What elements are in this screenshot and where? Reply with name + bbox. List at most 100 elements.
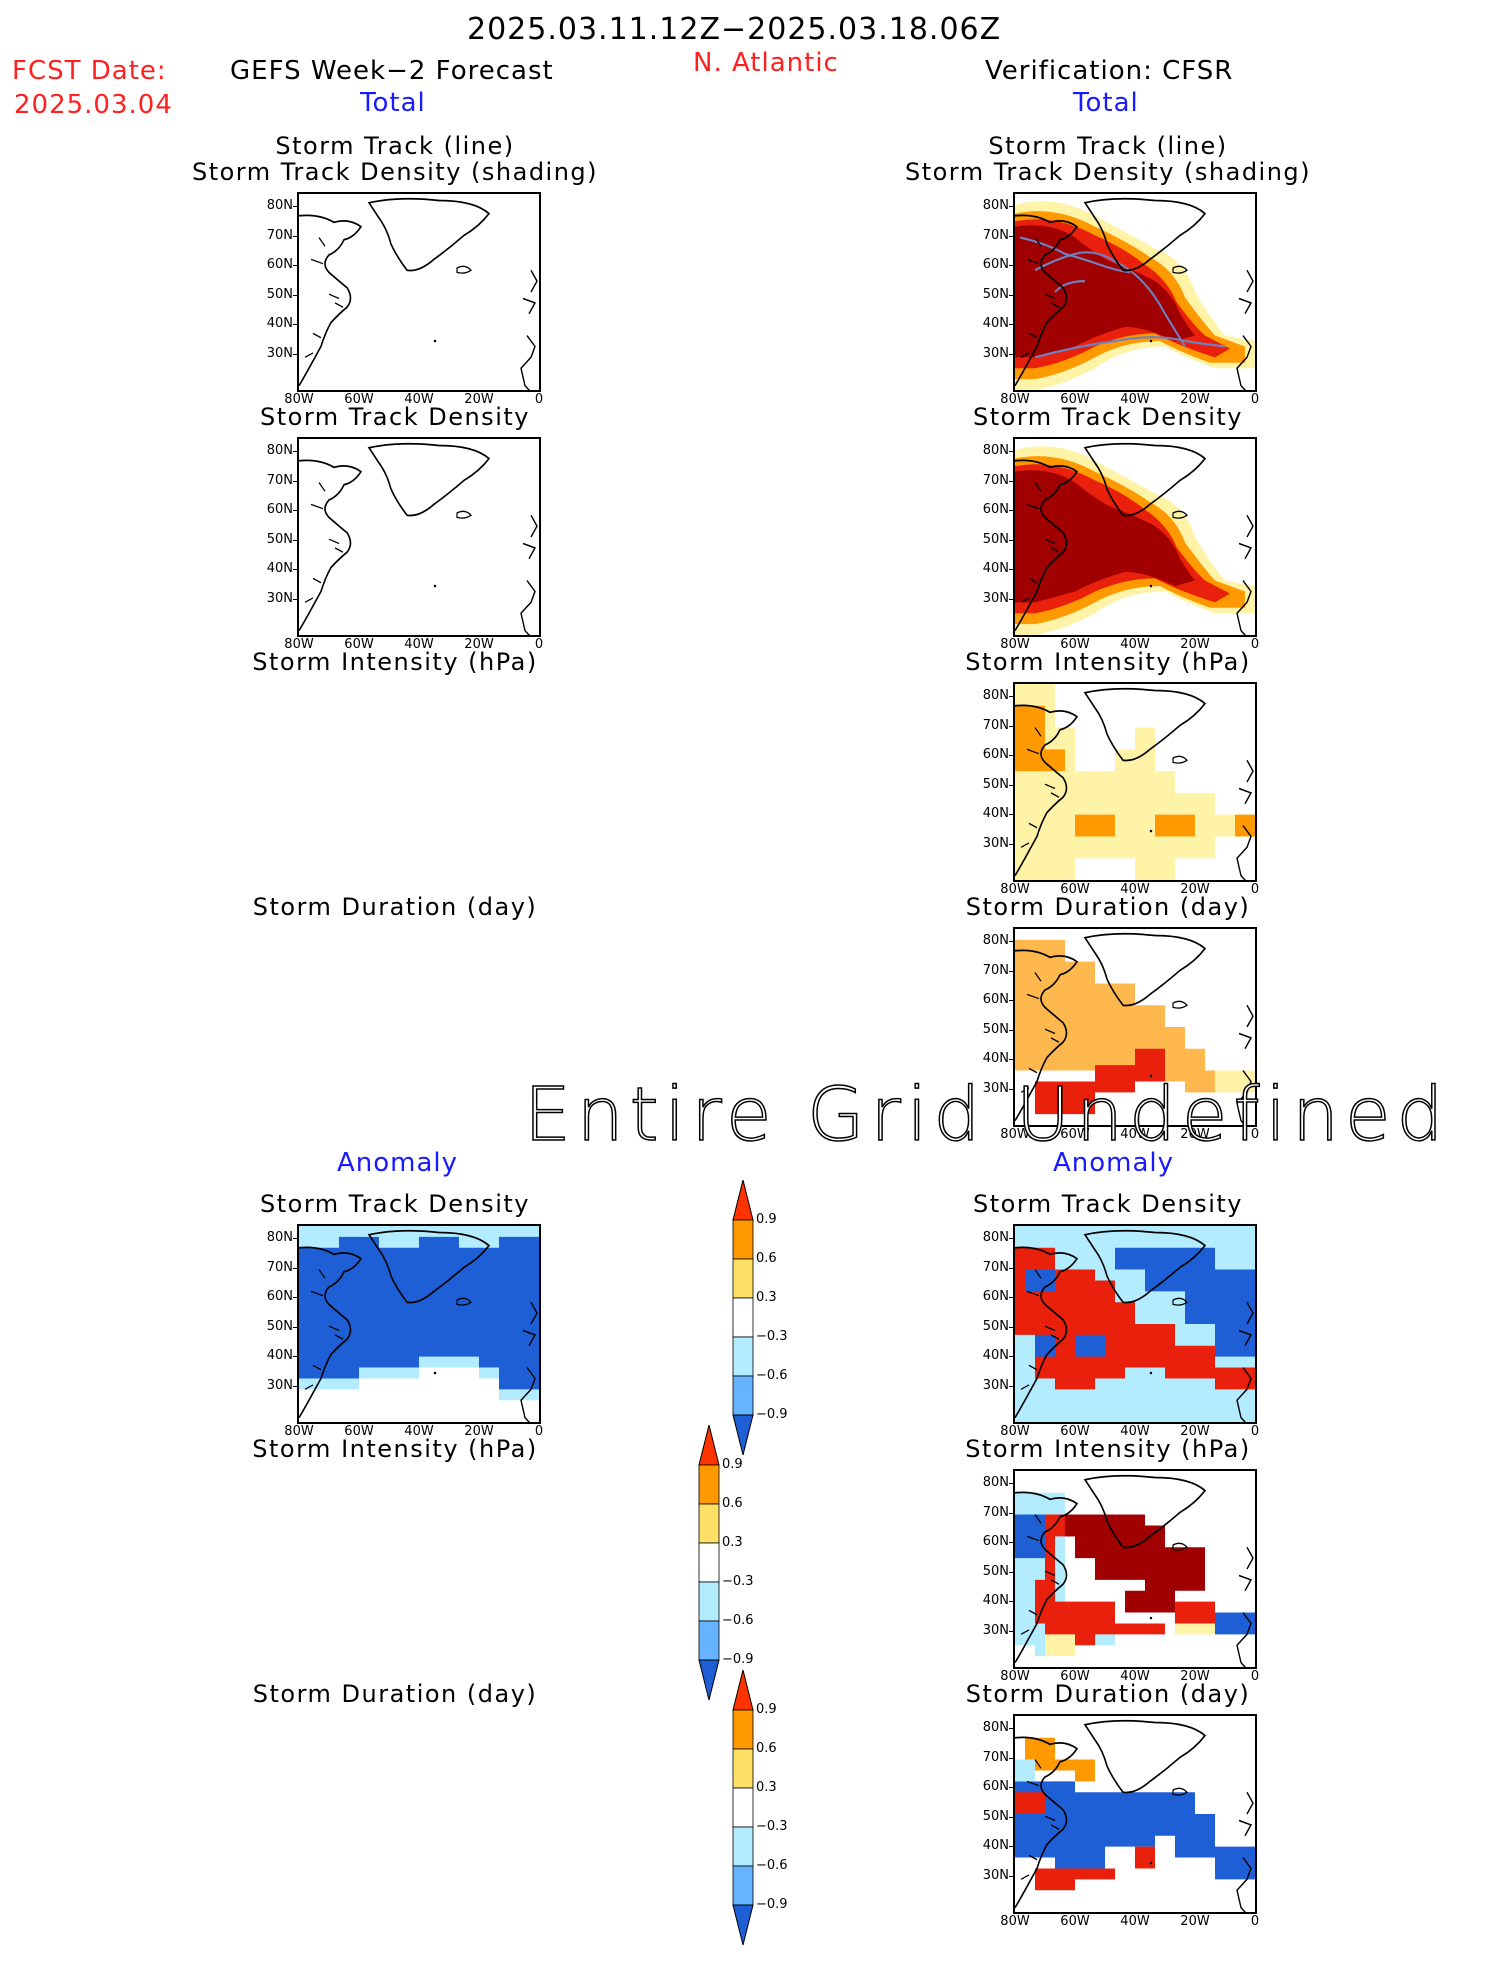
lat-tick-mark [293, 1326, 298, 1328]
colorbar-segment [698, 1464, 720, 1505]
colorbar-label: 0.3 [756, 1780, 777, 1795]
colorbar-segment [732, 1336, 754, 1377]
lat-tick-mark [1009, 1875, 1014, 1877]
colorbar-label: 0.6 [756, 1251, 777, 1266]
title-anom-intensity-left: Storm Intensity (hPa) [252, 1435, 538, 1463]
lat-tick-mark [293, 480, 298, 482]
lon-tick-label: 20W [1180, 1127, 1210, 1142]
lat-tick-label: 40N [982, 561, 1009, 576]
lat-tick-mark [293, 324, 298, 325]
colorbar-segment [732, 1375, 754, 1416]
forecast-title: GEFS Week−2 Forecast [230, 56, 554, 86]
total-label-right: Total [1073, 88, 1139, 118]
lat-tick-label: 50N [982, 776, 1009, 792]
colorbar-3 [732, 1670, 754, 1946]
colorbar-segment [732, 1826, 754, 1867]
title-duration-left: Storm Duration (day) [252, 893, 538, 921]
title-anom-duration-left: Storm Duration (day) [252, 1680, 538, 1708]
lat-tick-label: 80N [266, 198, 293, 213]
lat-tick-label: 70N [266, 227, 293, 243]
colorbar-segment [698, 1620, 720, 1661]
lat-tick-mark [1009, 1630, 1014, 1632]
lat-tick-mark [293, 598, 298, 600]
lon-tick-label: 20W [1180, 1424, 1210, 1439]
lat-tick-label: 70N [982, 962, 1009, 978]
lon-tick-label: 0 [1250, 1424, 1260, 1439]
map-panel-ver-track [1013, 192, 1257, 392]
lat-tick-mark [1009, 510, 1014, 511]
lat-tick-mark [1009, 206, 1014, 207]
lat-tick-label: 60N [982, 1289, 1009, 1304]
colorbar-label: −0.6 [722, 1613, 754, 1628]
map-panel-ver-anom-intensity [1013, 1469, 1257, 1669]
title-density-right: Storm Track Density [973, 403, 1243, 431]
lat-tick-mark [1009, 1512, 1014, 1514]
lat-tick-label: 60N [982, 502, 1009, 517]
colorbar-label: −0.6 [756, 1858, 788, 1873]
lon-tick-label: 40W [1120, 1669, 1150, 1684]
lon-tick-label: 0 [1250, 392, 1260, 407]
lon-tick-label: 80W [1000, 1914, 1030, 1929]
lon-tick-label: 0 [1250, 637, 1260, 652]
lat-tick-mark [1009, 814, 1014, 815]
title-track-shading-right: Storm Track Density (shading) [904, 158, 1312, 186]
lat-tick-mark [1009, 1088, 1014, 1090]
lat-tick-label: 60N [266, 502, 293, 517]
lon-tick-label: 80W [1000, 882, 1030, 897]
title-anom-duration-right: Storm Duration (day) [965, 1680, 1251, 1708]
lat-tick-mark [1009, 1000, 1014, 1001]
lat-tick-mark [293, 1267, 298, 1269]
lat-tick-label: 50N [982, 1318, 1009, 1334]
lat-tick-label: 70N [982, 717, 1009, 733]
lon-tick-label: 0 [534, 1424, 544, 1439]
lat-tick-mark [1009, 294, 1014, 296]
lon-tick-label: 0 [534, 392, 544, 407]
lat-tick-label: 60N [982, 747, 1009, 762]
lat-tick-label: 50N [982, 286, 1009, 302]
colorbar-2 [698, 1425, 720, 1701]
lat-tick-mark [1009, 1029, 1014, 1031]
lat-tick-label: 50N [982, 1808, 1009, 1824]
lon-tick-label: 60W [344, 392, 374, 407]
lat-tick-label: 60N [266, 1289, 293, 1304]
colorbar-label: 0.9 [756, 1702, 777, 1717]
lat-tick-mark [1009, 696, 1014, 697]
lat-tick-label: 50N [266, 531, 293, 547]
colorbar-label: −0.3 [756, 1329, 788, 1344]
lat-tick-label: 40N [982, 806, 1009, 821]
lat-tick-mark [1009, 1385, 1014, 1387]
lat-tick-label: 30N [982, 590, 1009, 606]
lon-tick-label: 80W [284, 1424, 314, 1439]
title-intensity-right: Storm Intensity (hPa) [965, 648, 1251, 676]
colorbar-segment [732, 1258, 754, 1299]
colorbar-segment [732, 1219, 754, 1260]
lat-tick-label: 70N [982, 1749, 1009, 1765]
lon-tick-label: 40W [1120, 392, 1150, 407]
lat-tick-mark [1009, 324, 1014, 325]
colorbar-bottom-arrow [732, 1904, 754, 1946]
map-panel-fc-anom-density [297, 1224, 541, 1424]
lon-tick-label: 40W [1120, 1127, 1150, 1142]
lat-tick-label: 50N [982, 1021, 1009, 1037]
lon-tick-label: 80W [1000, 1669, 1030, 1684]
title-anom-density-left: Storm Track Density [260, 1190, 530, 1218]
lat-tick-mark [1009, 1757, 1014, 1759]
colorbar-segment [732, 1709, 754, 1750]
lon-tick-label: 40W [404, 637, 434, 652]
lat-tick-label: 30N [982, 345, 1009, 361]
title-anom-intensity-right: Storm Intensity (hPa) [965, 1435, 1251, 1463]
lat-tick-mark [1009, 569, 1014, 570]
lat-tick-label: 50N [266, 1318, 293, 1334]
lat-tick-label: 30N [982, 1080, 1009, 1096]
lat-tick-label: 30N [982, 835, 1009, 851]
map-panel-ver-duration [1013, 927, 1257, 1127]
lon-tick-label: 80W [284, 637, 314, 652]
lat-tick-mark [1009, 1297, 1014, 1298]
colorbar-label: −0.9 [756, 1897, 788, 1912]
colorbar-label: −0.9 [722, 1652, 754, 1667]
lat-tick-mark [293, 265, 298, 266]
lat-tick-mark [1009, 451, 1014, 452]
entire-grid-undefined-message: Entire Grid Undefined [523, 1071, 1450, 1159]
lat-tick-label: 50N [982, 1563, 1009, 1579]
lat-tick-label: 80N [982, 443, 1009, 458]
